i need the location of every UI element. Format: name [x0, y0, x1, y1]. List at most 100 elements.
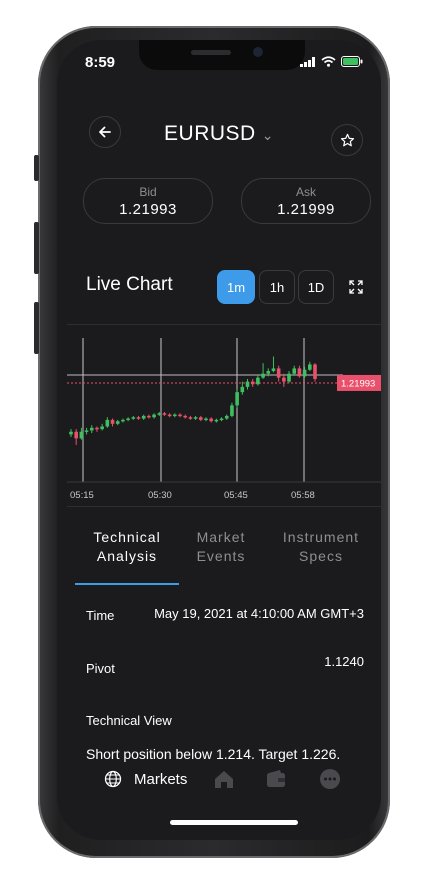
candle-body — [157, 413, 162, 415]
candle-body — [240, 386, 245, 393]
symbol-selector[interactable]: EURUSD ⌄ — [57, 122, 381, 146]
pivot-value: 1.1240 — [324, 654, 364, 669]
candle-body — [100, 426, 104, 430]
star-icon — [340, 133, 354, 146]
notch — [139, 40, 305, 70]
tab-label-line: Events — [196, 548, 246, 564]
tab-label-line: Analysis — [96, 548, 158, 564]
chevron-down-icon: ⌄ — [261, 127, 274, 143]
candle-body — [126, 418, 130, 421]
candle-body — [219, 418, 224, 421]
bid-quote[interactable]: Bid 1.21993 — [83, 178, 213, 224]
technical-view-label: Technical View — [86, 713, 172, 728]
candle-body — [173, 414, 177, 417]
candle-body — [308, 364, 312, 370]
candle-body — [313, 364, 317, 379]
back-arrow-icon — [99, 126, 111, 138]
tab-label-line: Technical — [93, 529, 161, 545]
candle-body — [105, 419, 110, 427]
candle-body — [188, 417, 193, 419]
candle-body — [147, 415, 151, 418]
candle-body — [204, 418, 208, 421]
nav-markets-label: Markets — [134, 770, 188, 788]
technical-view-text: Short position below 1.214. Target 1.226… — [86, 746, 341, 762]
phone-volume-down — [34, 302, 39, 354]
candle-body — [141, 415, 146, 419]
back-button[interactable] — [89, 116, 121, 148]
live-chart-title: Live Chart — [86, 274, 173, 295]
symbol-name: EURUSD — [164, 122, 256, 145]
candle-body — [89, 427, 94, 431]
x-axis-tick-label: 05:15 — [70, 490, 94, 501]
tab-market-events[interactable]: Market Events — [181, 528, 261, 566]
x-axis-tick-label: 05:30 — [148, 490, 172, 501]
candle-body — [167, 414, 172, 417]
candle-body — [282, 377, 286, 382]
x-axis-tick-label: 05:45 — [224, 490, 248, 501]
fullscreen-icon[interactable] — [349, 280, 363, 294]
home-indicator — [170, 820, 298, 825]
timeframe-1d-button[interactable]: 1D — [298, 270, 334, 304]
candle-body — [266, 371, 271, 374]
candle-body — [256, 377, 260, 385]
candle-body — [276, 368, 281, 378]
candle-body — [178, 414, 182, 417]
front-camera — [253, 47, 263, 57]
time-label: Time — [86, 608, 115, 623]
candle-body — [79, 431, 84, 439]
live-chart[interactable]: 05:15 05:30 05:45 05:58 1.21993 — [67, 324, 381, 506]
status-icons — [300, 56, 363, 67]
current-price-label: 1.21993 — [341, 378, 375, 389]
candle-body — [183, 415, 188, 418]
candle-body — [297, 368, 302, 377]
bid-value: 1.21993 — [119, 201, 177, 218]
timeframe-1m-button[interactable]: 1m — [217, 270, 255, 304]
tab-label-line: Instrument — [282, 529, 360, 545]
time-value: May 19, 2021 at 4:10:00 AM GMT+3 — [154, 606, 364, 621]
current-price-badge — [337, 374, 381, 391]
candle-body — [84, 430, 89, 432]
candle-body — [302, 369, 307, 377]
favorite-button[interactable] — [331, 124, 363, 156]
tab-technical-analysis[interactable]: Technical Analysis — [81, 528, 173, 566]
status-time: 8:59 — [85, 54, 116, 71]
globe-icon — [104, 770, 122, 788]
wallet-icon[interactable] — [265, 768, 287, 790]
candle-body — [131, 417, 136, 419]
candle-body — [152, 414, 156, 418]
candle-body — [95, 427, 99, 430]
candle-body — [250, 381, 255, 385]
chart-top-divider — [67, 324, 381, 325]
active-tab-indicator — [75, 583, 179, 585]
candle-body — [110, 419, 115, 424]
tab-instrument-specs[interactable]: Instrument Specs — [273, 528, 369, 566]
nav-markets[interactable]: Markets — [104, 770, 187, 788]
candle-body — [69, 431, 73, 435]
chart-bottom-divider — [67, 506, 381, 507]
candle-body — [162, 413, 167, 415]
candle-body — [193, 417, 198, 419]
candle-body — [245, 381, 250, 387]
ask-value: 1.21999 — [277, 201, 335, 218]
instrument-header: EURUSD ⌄ — [57, 110, 381, 160]
candle-body — [214, 419, 219, 422]
candle-body — [224, 415, 229, 419]
candle-body — [287, 373, 291, 382]
candle-body — [235, 392, 239, 406]
home-icon[interactable] — [213, 768, 235, 790]
timeframe-1h-button[interactable]: 1h — [259, 270, 295, 304]
tab-label-line: Market — [196, 529, 246, 545]
x-axis-tick-label: 05:58 — [291, 490, 315, 501]
ask-quote[interactable]: Ask 1.21999 — [241, 178, 371, 224]
candle-body — [292, 368, 297, 374]
phone-silent-switch — [34, 155, 39, 181]
candle-body — [121, 419, 125, 422]
candle-body — [198, 417, 203, 420]
detail-tabs: Technical Analysis Market Events Instrum… — [57, 528, 381, 588]
bid-label: Bid — [139, 185, 157, 199]
phone-volume-up — [34, 222, 39, 274]
tab-label-line: Specs — [299, 548, 343, 564]
more-icon[interactable] — [319, 768, 341, 790]
candle-body — [209, 418, 213, 422]
ask-label: Ask — [295, 185, 316, 199]
